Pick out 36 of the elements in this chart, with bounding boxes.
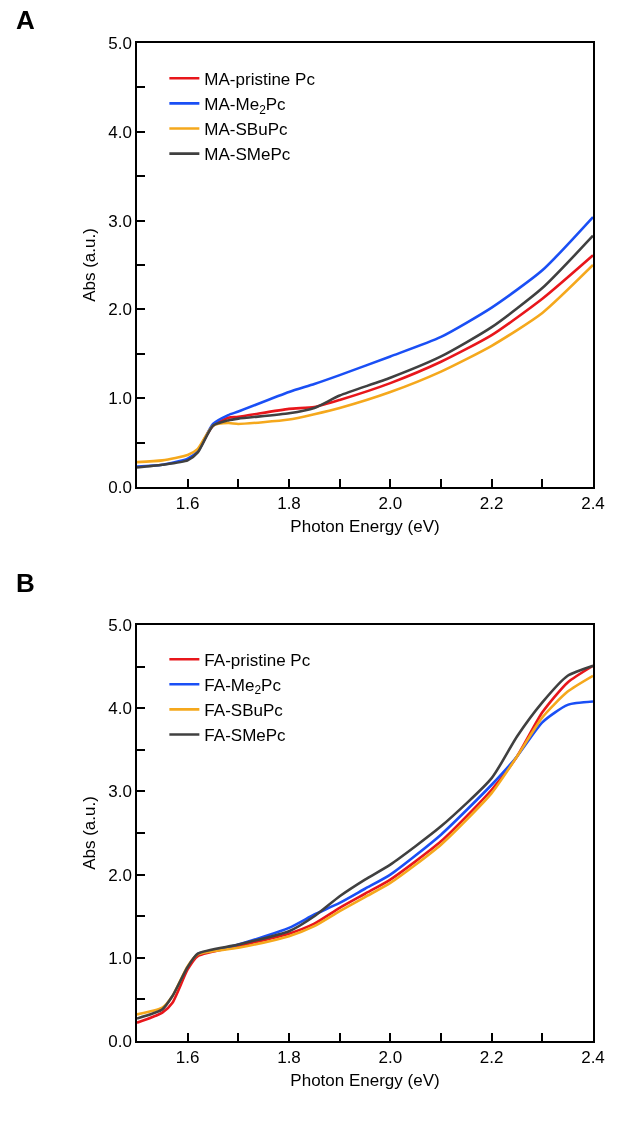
legend-label: MA-SMePc [204,145,291,165]
x-tick-label: 2.4 [581,1048,605,1068]
y-axis-title: Abs (a.u.) [80,796,100,870]
y-tick-label: 2.0 [108,300,132,320]
y-tick-label: 1.0 [108,948,132,968]
y-tick-label: 0.0 [108,477,132,497]
x-tick-label: 2.2 [479,494,504,514]
y-tick-label: 0.0 [108,1031,132,1051]
y-axis-title: Abs (a.u.) [80,228,100,302]
x-tick-label: 1.8 [277,494,301,514]
legend-label: MA-pristine Pc [204,69,316,89]
legend-label: FA-Me$_{2}$Pc [204,675,282,698]
legend-label: FA-SMePc [204,726,287,746]
x-tick-label: 1.6 [175,1048,200,1068]
x-axis-title: Photon Energy (eV) [290,517,440,537]
y-tick-label: 4.0 [108,699,132,719]
legend-label: MA-SBuPc [204,120,288,140]
legend-label: FA-SBuPc [204,701,284,721]
text: A [16,5,35,35]
x-axis-title: Photon Energy (eV) [290,1071,440,1091]
x-tick-label: 1.8 [277,1048,301,1068]
y-tick-label: 3.0 [108,782,132,802]
y-tick-label: 5.0 [108,615,132,635]
y-tick-label: 3.0 [108,211,132,231]
y-tick-label: 1.0 [108,389,132,409]
x-tick-label: 2.0 [378,494,403,514]
legend-label: FA-pristine Pc [204,650,311,670]
x-tick-label: 2.0 [378,1048,403,1068]
y-tick-label: 5.0 [108,33,132,53]
text: B [16,568,35,598]
x-tick-label: 1.6 [175,494,200,514]
y-tick-label: 4.0 [108,122,132,142]
y-tick-label: 2.0 [108,865,132,885]
legend-label: MA-Me$_{2}$Pc [204,95,287,117]
x-tick-label: 2.4 [581,494,605,514]
x-tick-label: 2.2 [479,1048,504,1068]
